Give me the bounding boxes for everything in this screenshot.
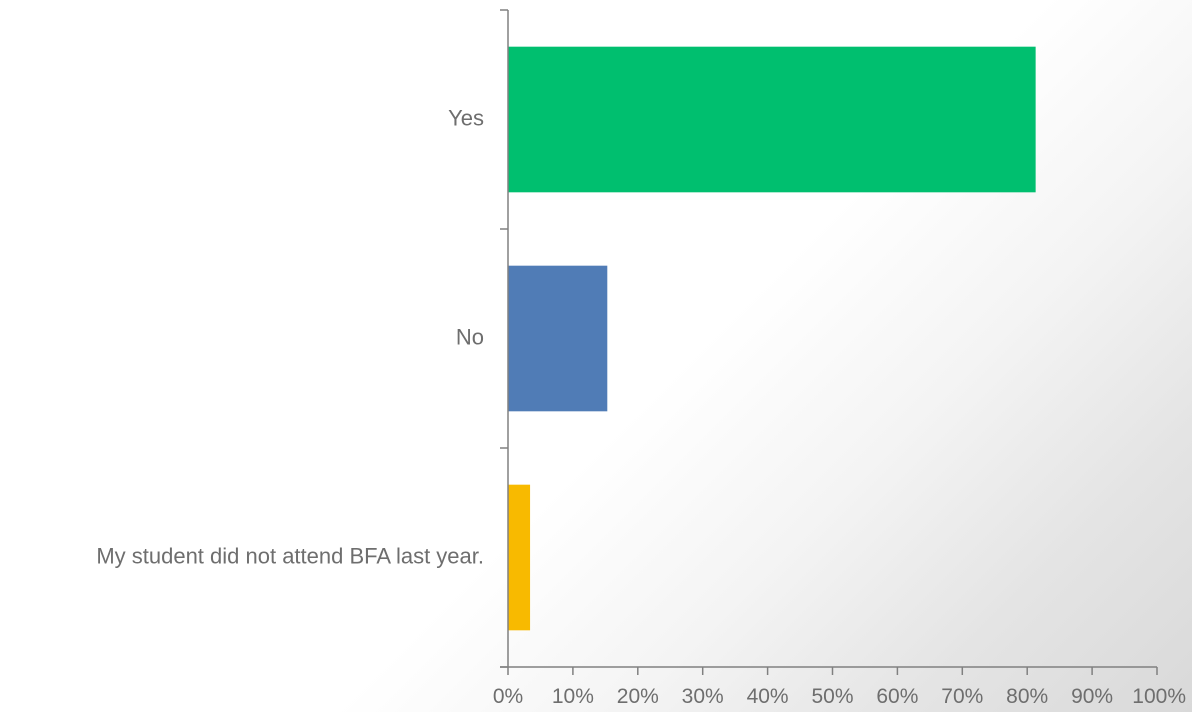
labels-layer: Yes No My student did not attend BFA last … bbox=[96, 105, 1186, 708]
x-tick-label-1: 10% bbox=[552, 685, 594, 708]
x-tick-label-5: 50% bbox=[811, 685, 853, 708]
bar-2 bbox=[508, 484, 531, 631]
x-tick-label-4: 40% bbox=[747, 685, 789, 708]
x-tick-label-3: 30% bbox=[682, 685, 724, 708]
bar-1 bbox=[508, 265, 608, 412]
axes-layer bbox=[500, 9, 1158, 675]
x-tick-label-2: 20% bbox=[617, 685, 659, 708]
category-label-1: No bbox=[456, 324, 484, 349]
bars-layer bbox=[508, 46, 1036, 631]
x-tick-label-10: 100% bbox=[1132, 685, 1186, 708]
bar-0 bbox=[508, 46, 1036, 193]
x-tick-label-7: 70% bbox=[941, 685, 983, 708]
x-tick-label-8: 80% bbox=[1006, 685, 1048, 708]
category-label-2: My student did not attend BFA last year. bbox=[96, 543, 484, 568]
x-tick-label-9: 90% bbox=[1071, 685, 1113, 708]
x-tick-label-0: 0% bbox=[493, 685, 523, 708]
x-tick-label-6: 60% bbox=[876, 685, 918, 708]
category-label-0: Yes bbox=[448, 105, 484, 130]
